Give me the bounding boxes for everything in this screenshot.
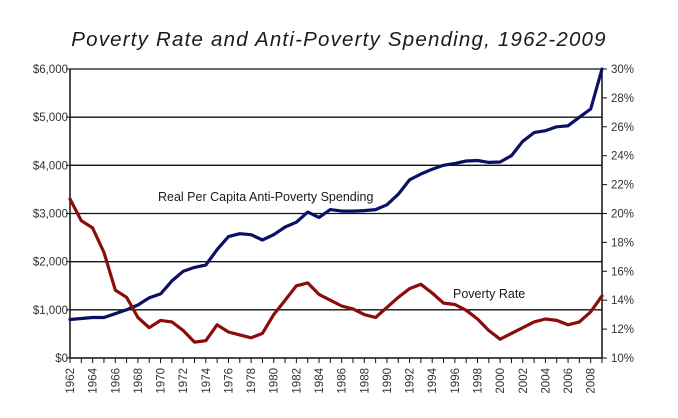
- right-tick-label: 22%: [611, 180, 634, 192]
- left-tick-label: $2,000: [33, 257, 68, 269]
- series-lines: [68, 67, 604, 344]
- x-tick-label: 1980: [269, 368, 281, 394]
- x-tick-label: 1996: [450, 368, 462, 394]
- x-tick-label: 1988: [359, 368, 371, 394]
- x-tick-label: 1986: [337, 368, 349, 394]
- poverty-rate-annotation: Poverty Rate: [453, 287, 525, 301]
- x-tick-label: 2004: [540, 367, 552, 393]
- x-tick-label: 1970: [156, 368, 168, 394]
- x-tick-label: 1974: [201, 367, 213, 393]
- x-tick-label: 1978: [246, 368, 258, 394]
- left-tick-label: $4,000: [33, 160, 68, 172]
- x-tick-label: 1976: [223, 368, 235, 394]
- x-tick-label: 1964: [88, 367, 100, 393]
- x-tick-label: 1998: [472, 368, 484, 394]
- right-tick-label: 30%: [611, 64, 634, 76]
- right-tick-label: 24%: [611, 151, 634, 163]
- right-tick-label: 20%: [611, 209, 634, 221]
- left-tick-label: $6,000: [33, 64, 68, 76]
- x-tick-label: 2008: [586, 368, 598, 394]
- spending-annotation: Real Per Capita Anti-Poverty Spending: [158, 190, 373, 204]
- right-tick-label: 28%: [611, 93, 634, 105]
- left-axis-ticks: $0 $1,000 $2,000 $3,000 $4,000 $5,000 $6,000: [33, 64, 70, 365]
- x-axis-ticks: 1962 1964 1966 1968 1970 1972 1974 1976 1978 1980…: [65, 358, 603, 394]
- x-tick-label: 1962: [65, 368, 77, 394]
- left-tick-label: $0: [55, 353, 68, 365]
- right-tick-label: 10%: [611, 353, 634, 365]
- right-tick-label: 16%: [611, 266, 634, 278]
- x-tick-label: 1994: [427, 367, 439, 393]
- left-tick-label: $3,000: [33, 209, 68, 221]
- annotations: Real Per Capita Anti-Poverty Spending Pov…: [158, 190, 525, 301]
- x-tick-label: 1968: [133, 368, 145, 394]
- gridlines: [70, 68, 602, 311]
- chart-title: Poverty Rate and Anti-Poverty Spending, …: [71, 28, 607, 51]
- x-tick-label: 1984: [314, 367, 326, 393]
- x-tick-label: 2006: [563, 368, 575, 394]
- poverty-rate-line: [68, 197, 604, 344]
- x-tick-label: 1982: [291, 368, 303, 394]
- spending-line: [68, 67, 604, 322]
- right-tick-label: 14%: [611, 295, 634, 307]
- x-tick-label: 1966: [110, 368, 122, 394]
- x-tick-label: 1992: [405, 368, 417, 394]
- right-tick-label: 26%: [611, 122, 634, 134]
- x-tick-label: 1990: [382, 368, 394, 394]
- left-tick-label: $5,000: [33, 112, 68, 124]
- right-tick-label: 12%: [611, 324, 634, 336]
- x-tick-label: 1972: [178, 368, 190, 394]
- x-tick-label: 2000: [495, 368, 507, 394]
- right-axis-ticks: 10% 12% 14% 16% 18% 20% 22% 24% 26% 28% 30%: [602, 64, 634, 365]
- left-tick-label: $1,000: [33, 305, 68, 317]
- right-tick-label: 18%: [611, 237, 634, 249]
- x-tick-label: 2002: [518, 368, 530, 394]
